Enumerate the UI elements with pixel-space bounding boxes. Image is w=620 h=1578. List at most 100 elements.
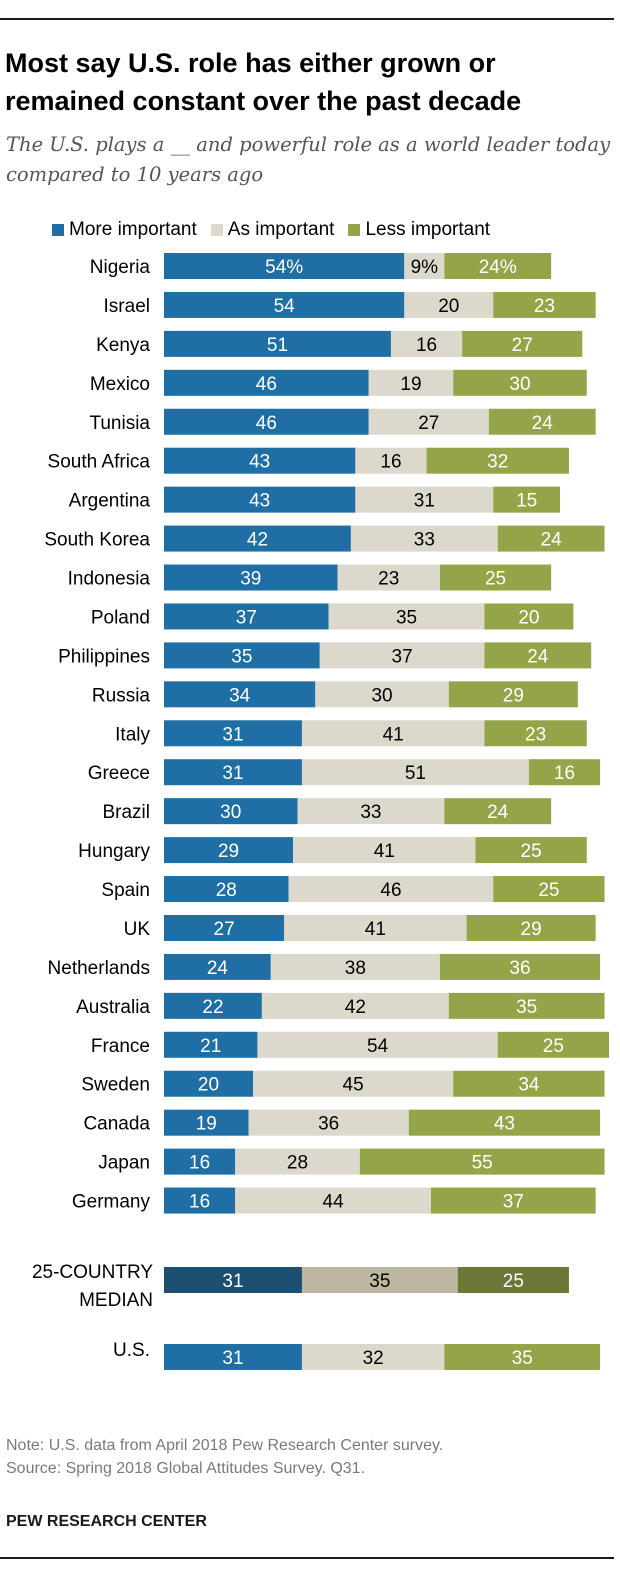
bar-italy-more-important	[164, 720, 302, 747]
value-label-israel-less-important: 23	[534, 296, 555, 317]
bar-greece-as-important	[301, 759, 529, 786]
value-label-uk-more-important: 27	[214, 919, 235, 940]
value-label-poland-less-important: 20	[518, 607, 539, 628]
bar-uk-as-important	[284, 914, 467, 941]
bar-germany-more-important	[164, 1187, 236, 1214]
value-label-netherlands-as-important: 38	[345, 958, 366, 979]
value-label-france-as-important: 54	[367, 1036, 389, 1057]
bar-uk-more-important	[164, 914, 285, 941]
value-label-kenya-as-important: 16	[416, 335, 437, 356]
value-label-japan-less-important: 55	[472, 1153, 493, 1174]
value-label-brazil-more-important: 30	[220, 802, 241, 823]
bar-russia-as-important	[315, 681, 449, 708]
bar-poland-more-important	[164, 603, 329, 630]
value-label-median-less-important: 25	[503, 1271, 524, 1292]
bar-kenya-as-important	[390, 330, 463, 357]
bar-spain-less-important	[493, 876, 605, 903]
value-label-kenya-less-important: 27	[512, 335, 533, 356]
bar-france-more-important	[164, 1031, 258, 1058]
bar-japan-as-important	[235, 1148, 360, 1175]
row-label-australia: Australia	[76, 997, 150, 1018]
value-label-greece-more-important: 31	[222, 763, 243, 784]
bar-israel-less-important	[493, 291, 596, 318]
row-label-sweden: Sweden	[81, 1075, 150, 1096]
bar-australia-as-important	[261, 992, 449, 1019]
value-label-russia-less-important: 29	[503, 685, 524, 706]
bar-sweden-less-important	[453, 1070, 605, 1097]
bar-median-as-important	[301, 1267, 458, 1293]
bar-south-korea-as-important	[350, 525, 498, 552]
legend-label-as-important: As important	[227, 219, 335, 240]
footnote: Note: U.S. data from April 2018 Pew Rese…	[6, 1434, 616, 1480]
value-label-indonesia-more-important: 39	[240, 569, 261, 590]
value-label-netherlands-more-important: 24	[207, 958, 229, 979]
bar-south-korea-less-important	[497, 525, 605, 552]
value-label-australia-as-important: 42	[345, 997, 366, 1018]
bar-poland-as-important	[328, 603, 485, 630]
value-label-us-more-important: 31	[222, 1348, 243, 1369]
row-label-italy: Italy	[115, 724, 150, 745]
value-label-us-less-important: 35	[512, 1348, 533, 1369]
stacked-bar-chart: Nigeria 54% 9% 24% Israel 54 20 23 Kenya 51 16 27 Me…	[32, 253, 609, 1370]
row-label-south-korea: South Korea	[44, 530, 150, 551]
value-label-uk-less-important: 29	[521, 919, 542, 940]
value-label-tunisia-more-important: 46	[256, 413, 277, 434]
value-label-argentina-as-important: 31	[414, 491, 435, 512]
value-label-mexico-as-important: 19	[400, 374, 421, 395]
value-label-hungary-more-important: 29	[218, 841, 239, 862]
bar-italy-less-important	[484, 720, 587, 747]
bar-argentina-as-important	[355, 486, 494, 513]
bar-italy-as-important	[301, 720, 485, 747]
bar-israel-more-important	[164, 291, 405, 318]
bar-mexico-as-important	[368, 369, 454, 396]
legend-item-less-important: Less important	[348, 219, 490, 241]
value-label-france-more-important: 21	[200, 1036, 221, 1057]
bar-france-as-important	[257, 1031, 498, 1058]
row-label-us: U.S.	[113, 1340, 150, 1361]
bottom-rule	[0, 1557, 614, 1559]
row-label-tunisia: Tunisia	[89, 413, 150, 434]
row-label-france: France	[91, 1036, 150, 1057]
value-label-indonesia-as-important: 23	[378, 569, 399, 590]
value-label-sweden-less-important: 34	[518, 1075, 540, 1096]
value-label-indonesia-less-important: 25	[485, 569, 506, 590]
bar-philippines-more-important	[164, 642, 320, 669]
value-label-kenya-more-important: 51	[267, 335, 288, 356]
value-label-israel-more-important: 54	[274, 296, 296, 317]
bar-median-more-important	[164, 1267, 302, 1293]
bar-nigeria-as-important	[404, 253, 445, 279]
row-label-kenya: Kenya	[96, 335, 150, 356]
bar-argentina-more-important	[164, 486, 356, 513]
bar-japan-more-important	[164, 1148, 236, 1175]
value-label-poland-as-important: 35	[396, 607, 417, 628]
bar-france-less-important	[497, 1031, 609, 1058]
bar-israel-as-important	[404, 291, 494, 318]
row-label-japan: Japan	[98, 1153, 150, 1174]
row-label-south-africa: South Africa	[48, 452, 151, 473]
bar-us-less-important	[444, 1344, 601, 1370]
source-text: Source: Spring 2018 Global Attitudes Sur…	[6, 1460, 366, 1477]
row-label-indonesia: Indonesia	[68, 569, 151, 590]
bar-south-africa-more-important	[164, 447, 356, 474]
row-label-germany: Germany	[72, 1192, 151, 1213]
value-label-philippines-as-important: 37	[392, 646, 413, 667]
value-label-spain-as-important: 46	[380, 880, 401, 901]
bar-brazil-less-important	[444, 798, 552, 825]
value-label-philippines-more-important: 35	[231, 646, 252, 667]
bar-brazil-more-important	[164, 798, 298, 825]
legend-item-as-important: As important	[210, 219, 335, 241]
value-label-germany-less-important: 37	[503, 1192, 524, 1213]
value-label-nigeria-more-important: 54%	[265, 257, 303, 278]
value-label-canada-as-important: 36	[318, 1114, 339, 1135]
value-label-italy-more-important: 31	[222, 724, 243, 745]
bar-japan-less-important	[359, 1148, 605, 1175]
value-label-spain-more-important: 28	[216, 880, 237, 901]
bar-spain-more-important	[164, 876, 289, 903]
bar-australia-less-important	[448, 992, 605, 1019]
bar-uk-less-important	[466, 914, 596, 941]
bar-hungary-more-important	[164, 837, 294, 864]
row-label-nigeria: Nigeria	[90, 257, 151, 278]
row-label-hungary: Hungary	[78, 841, 150, 862]
row-label-greece: Greece	[88, 763, 150, 784]
bar-median-less-important	[457, 1267, 569, 1293]
